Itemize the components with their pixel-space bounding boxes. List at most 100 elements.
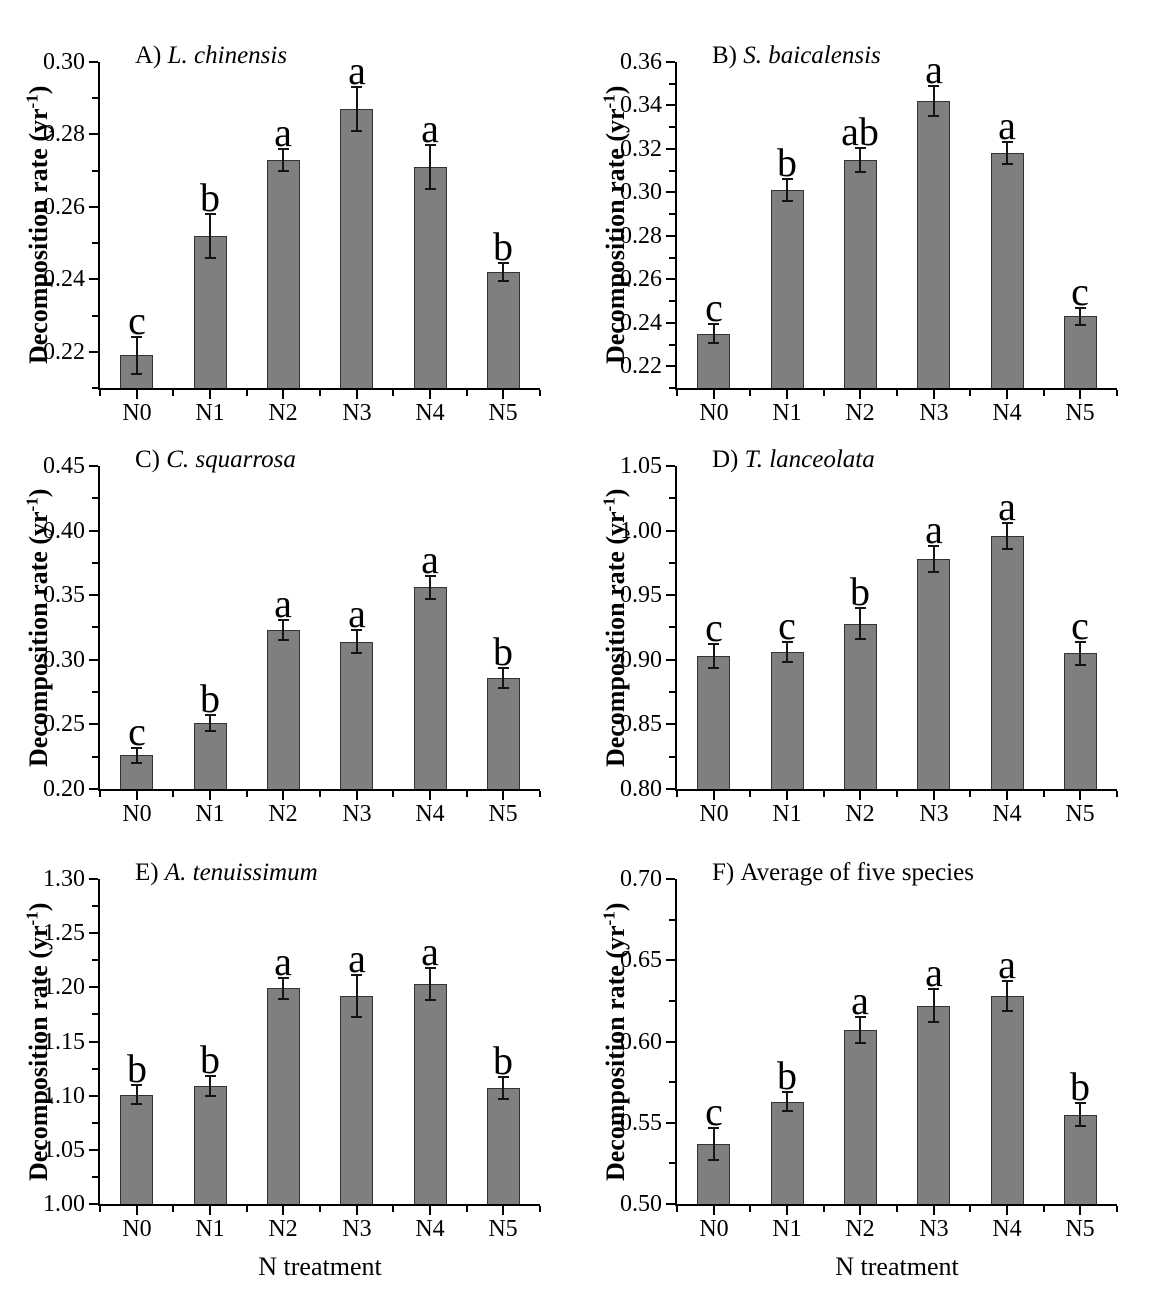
error-bar-cap-top bbox=[1075, 641, 1086, 643]
error-bar-cap-bottom bbox=[782, 1110, 793, 1112]
bar-N4 bbox=[991, 996, 1024, 1204]
significance-letter: b bbox=[127, 1046, 147, 1091]
x-axis-minor-tick bbox=[392, 1206, 394, 1212]
y-axis-minor-tick bbox=[669, 170, 675, 172]
error-bar-cap-top bbox=[782, 178, 793, 180]
x-axis-line bbox=[675, 1204, 1117, 1206]
error-bar-line bbox=[282, 978, 284, 999]
x-axis-minor-tick bbox=[896, 390, 898, 396]
x-axis-major-tick bbox=[859, 1206, 861, 1215]
y-axis-major-tick bbox=[89, 465, 98, 467]
error-bar-line bbox=[1006, 142, 1008, 164]
x-axis-minor-tick bbox=[1043, 791, 1045, 797]
x-axis-minor-tick bbox=[539, 390, 541, 396]
y-axis-minor-tick bbox=[92, 756, 98, 758]
panel-title-text: Average of five species bbox=[740, 859, 974, 886]
y-axis-minor-tick bbox=[92, 1013, 98, 1015]
category-label: N1 bbox=[195, 801, 225, 827]
error-bar-line bbox=[356, 975, 358, 1017]
category-label: N2 bbox=[268, 1216, 298, 1242]
y-axis-major-tick bbox=[89, 1041, 98, 1043]
error-bar-cap-top bbox=[1002, 980, 1013, 982]
panel-title-text: L. chinensis bbox=[167, 42, 288, 69]
category-label: N0 bbox=[122, 1216, 152, 1242]
error-bar-line bbox=[786, 1092, 788, 1111]
x-axis-minor-tick bbox=[172, 390, 174, 396]
y-axis-tick-label: 0.28 bbox=[43, 121, 85, 147]
significance-letter: a bbox=[925, 950, 943, 995]
panel-title-text: T. lanceolata bbox=[744, 446, 875, 473]
y-axis-minor-tick bbox=[92, 905, 98, 907]
error-bar-cap-bottom bbox=[278, 639, 289, 641]
significance-letter: a bbox=[421, 537, 439, 582]
bar-N4 bbox=[414, 167, 447, 388]
significance-letter: b bbox=[200, 175, 220, 220]
x-axis-major-tick bbox=[933, 390, 935, 399]
x-axis-major-tick bbox=[356, 390, 358, 399]
significance-letter: b bbox=[777, 1053, 797, 1098]
x-axis-minor-tick bbox=[539, 791, 541, 797]
significance-letter: a bbox=[274, 110, 292, 155]
significance-letter: c bbox=[128, 709, 146, 754]
y-axis-minor-tick bbox=[92, 959, 98, 961]
bar-N4 bbox=[991, 153, 1024, 388]
x-axis-major-tick bbox=[713, 1206, 715, 1215]
plot-area: 0.20 0.25 0.30 0.35 0.40 0.45 N0 c N1 b N2 a N3 a N4 a N… bbox=[43, 453, 541, 827]
x-axis-major-tick bbox=[136, 791, 138, 800]
bar-N4 bbox=[414, 587, 447, 789]
y-axis-major-tick bbox=[666, 594, 675, 596]
x-axis-major-tick bbox=[1079, 791, 1081, 800]
y-axis-tick-label: 1.00 bbox=[620, 518, 662, 544]
error-bar-cap-bottom bbox=[351, 130, 362, 132]
y-axis-major-tick bbox=[666, 1041, 675, 1043]
error-bar-line bbox=[502, 1077, 504, 1099]
category-label: N1 bbox=[772, 1216, 802, 1242]
error-bar-cap-top bbox=[205, 1075, 216, 1077]
category-label: N3 bbox=[342, 1216, 372, 1242]
y-axis-tick-label: 0.22 bbox=[43, 339, 85, 365]
y-axis-tick-label: 1.10 bbox=[43, 1083, 85, 1109]
bar-N1 bbox=[771, 652, 804, 789]
x-axis-major-tick bbox=[356, 791, 358, 800]
bar-N5 bbox=[487, 1088, 520, 1204]
x-axis-major-tick bbox=[786, 791, 788, 800]
y-axis-minor-tick bbox=[92, 626, 98, 628]
y-axis-minor-tick bbox=[669, 1081, 675, 1083]
error-bar-cap-bottom bbox=[855, 171, 866, 173]
y-axis-tick-label: 0.40 bbox=[43, 518, 85, 544]
x-axis-minor-tick bbox=[1043, 1206, 1045, 1212]
y-axis-major-tick bbox=[666, 191, 675, 193]
error-bar-cap-bottom bbox=[351, 1016, 362, 1018]
error-bar-cap-top bbox=[351, 629, 362, 631]
y-axis-tick-label: 1.00 bbox=[43, 1191, 85, 1217]
category-label: N1 bbox=[772, 801, 802, 827]
y-axis-tick-label: 0.65 bbox=[620, 947, 662, 973]
y-axis-tick-label: 0.32 bbox=[620, 136, 662, 162]
error-bar-cap-top bbox=[278, 148, 289, 150]
x-axis-minor-tick bbox=[1116, 390, 1118, 396]
y-axis-tick-label: 0.70 bbox=[620, 866, 662, 892]
error-bar-cap-bottom bbox=[498, 280, 509, 282]
category-label: N1 bbox=[195, 1216, 225, 1242]
y-axis-major-tick bbox=[89, 594, 98, 596]
x-axis-minor-tick bbox=[676, 1206, 678, 1212]
y-axis-tick-label: 0.55 bbox=[620, 1110, 662, 1136]
error-bar-line bbox=[1006, 981, 1008, 1011]
x-axis-major-tick bbox=[786, 390, 788, 399]
significance-letter: c bbox=[1071, 269, 1089, 314]
x-axis-line bbox=[98, 789, 540, 791]
significance-letter: a bbox=[998, 942, 1016, 987]
y-axis-minor-tick bbox=[92, 497, 98, 499]
error-bar-line bbox=[713, 324, 715, 343]
y-axis-minor-tick bbox=[92, 691, 98, 693]
y-axis-minor-tick bbox=[669, 126, 675, 128]
y-axis-major-tick bbox=[666, 465, 675, 467]
y-axis-tick-label: 0.35 bbox=[43, 582, 85, 608]
significance-letter: a bbox=[925, 507, 943, 552]
y-axis-major-tick bbox=[89, 206, 98, 208]
error-bar-line bbox=[136, 748, 138, 763]
y-axis-tick-label: 0.22 bbox=[620, 353, 662, 379]
y-axis-minor-tick bbox=[669, 497, 675, 499]
y-axis-major-tick bbox=[666, 322, 675, 324]
y-axis-tick-label: 0.80 bbox=[620, 776, 662, 802]
